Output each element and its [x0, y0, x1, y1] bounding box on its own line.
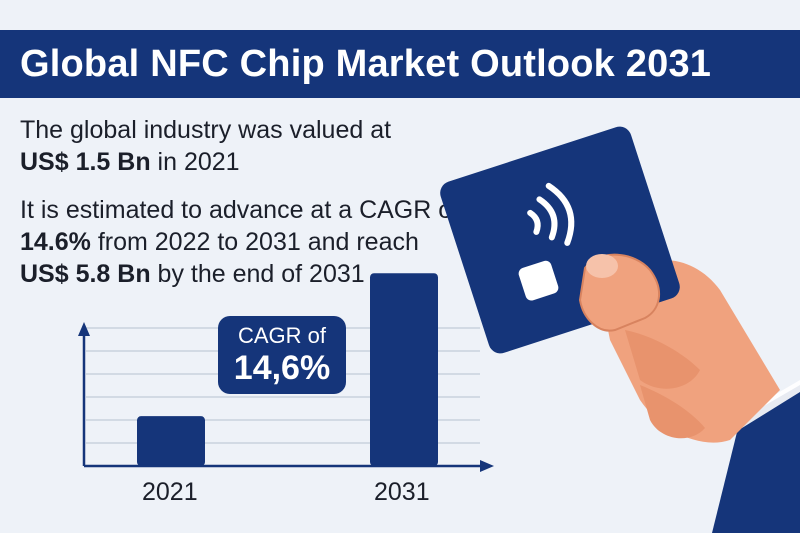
valuation-suffix: in 2021 [150, 148, 240, 176]
page-title: Global NFC Chip Market Outlook 2031 [20, 42, 712, 85]
x-tick-label-2031: 2031 [374, 478, 430, 506]
sleeve-icon [712, 385, 800, 533]
forecast-text: It is estimated to advance at a CAGR of … [20, 194, 460, 290]
forecast-middle: from 2022 to 2031 and reach [90, 228, 419, 256]
bar-2021 [137, 416, 205, 466]
thumbnail-icon [586, 254, 618, 278]
y-axis-arrow [78, 322, 90, 336]
title-banner: Global NFC Chip Market Outlook 2031 [0, 30, 800, 98]
x-tick-label-2021: 2021 [142, 478, 198, 506]
forecast-cagr: 14.6% [20, 228, 91, 256]
hand-with-card-illustration [440, 126, 800, 533]
fingers-lower-icon [640, 385, 705, 439]
bar-2031 [370, 273, 438, 466]
cagr-badge: CAGR of 14,6% [218, 316, 346, 394]
card-chip-icon [518, 260, 559, 301]
forecast-suffix: by the end of 2031 [150, 260, 365, 288]
valuation-line1: The global industry was valued at [20, 116, 392, 144]
valuation-text: The global industry was valued at US$ 1.… [20, 114, 460, 178]
cagr-badge-label: CAGR of [237, 323, 327, 348]
forecast-prefix: It is estimated to advance at a CAGR of [20, 196, 460, 224]
forecast-value: US$ 5.8 Bn [20, 260, 151, 288]
valuation-value: US$ 1.5 Bn [20, 148, 151, 176]
contactless-icon [527, 182, 575, 246]
fingers-icon [625, 330, 700, 389]
cagr-badge-value: 14,6% [233, 349, 331, 387]
